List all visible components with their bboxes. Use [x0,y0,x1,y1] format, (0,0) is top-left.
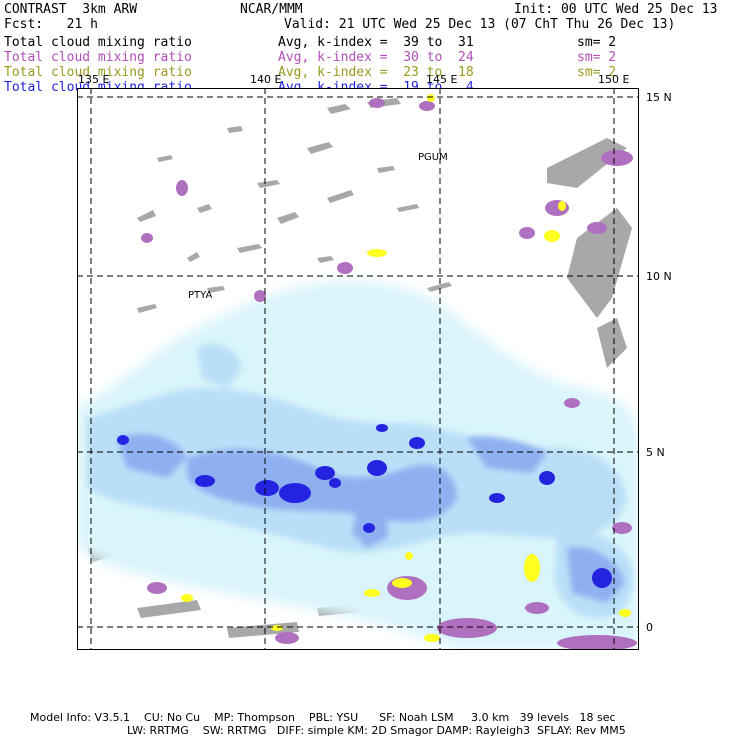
map-frame [77,88,639,650]
lon-label-150: 150 E [598,73,630,86]
field-name-3: Total cloud mixing ratio [4,65,192,80]
cloud-shield-blue [117,434,625,603]
init-time: Init: 00 UTC Wed 25 Dec 13 [514,2,718,17]
lat-label-15: 15 N [646,91,672,104]
field-name-2: Total cloud mixing ratio [4,50,192,65]
field-sm-2: sm= 2 [577,50,617,65]
field-range-3: Avg, k-index = 23 to 18 [278,65,474,80]
lon-label-140: 140 E [250,73,282,86]
station-ptya: PTYA [188,290,213,301]
graticule [77,88,639,650]
model-title: CONTRAST 3km ARW [4,2,138,17]
field-name-1: Total cloud mixing ratio [4,35,192,50]
field-range-2: Avg, k-index = 30 to 24 [278,50,474,65]
yellow-patches [181,94,631,642]
cloud-map [77,88,639,650]
field-sm-3: sm= 2 [577,65,617,80]
lon-label-135: 135 E [78,73,110,86]
field-range-1: Avg, k-index = 39 to 31 [278,35,474,50]
field-sm-1: sm= 2 [577,35,617,50]
valid-time: Valid: 21 UTC Wed 25 Dec 13 (07 ChT Thu … [284,17,676,32]
lat-label-0: 0 [646,621,653,634]
lat-label-5: 5 N [646,446,665,459]
station-pgum: PGUM [418,152,448,163]
model-info-line2: LW: RRTMG SW: RRTMG DIFF: simple KM: 2D … [127,724,626,737]
cloud-cores [117,424,612,588]
model-info-line1: Model Info: V3.5.1 CU: No Cu MP: Thompso… [30,711,616,724]
lat-label-10: 10 N [646,270,672,283]
lon-label-145: 145 E [426,73,458,86]
org-label: NCAR/MMM [240,2,303,17]
forecast-hour: Fcst: 21 h [4,17,98,32]
